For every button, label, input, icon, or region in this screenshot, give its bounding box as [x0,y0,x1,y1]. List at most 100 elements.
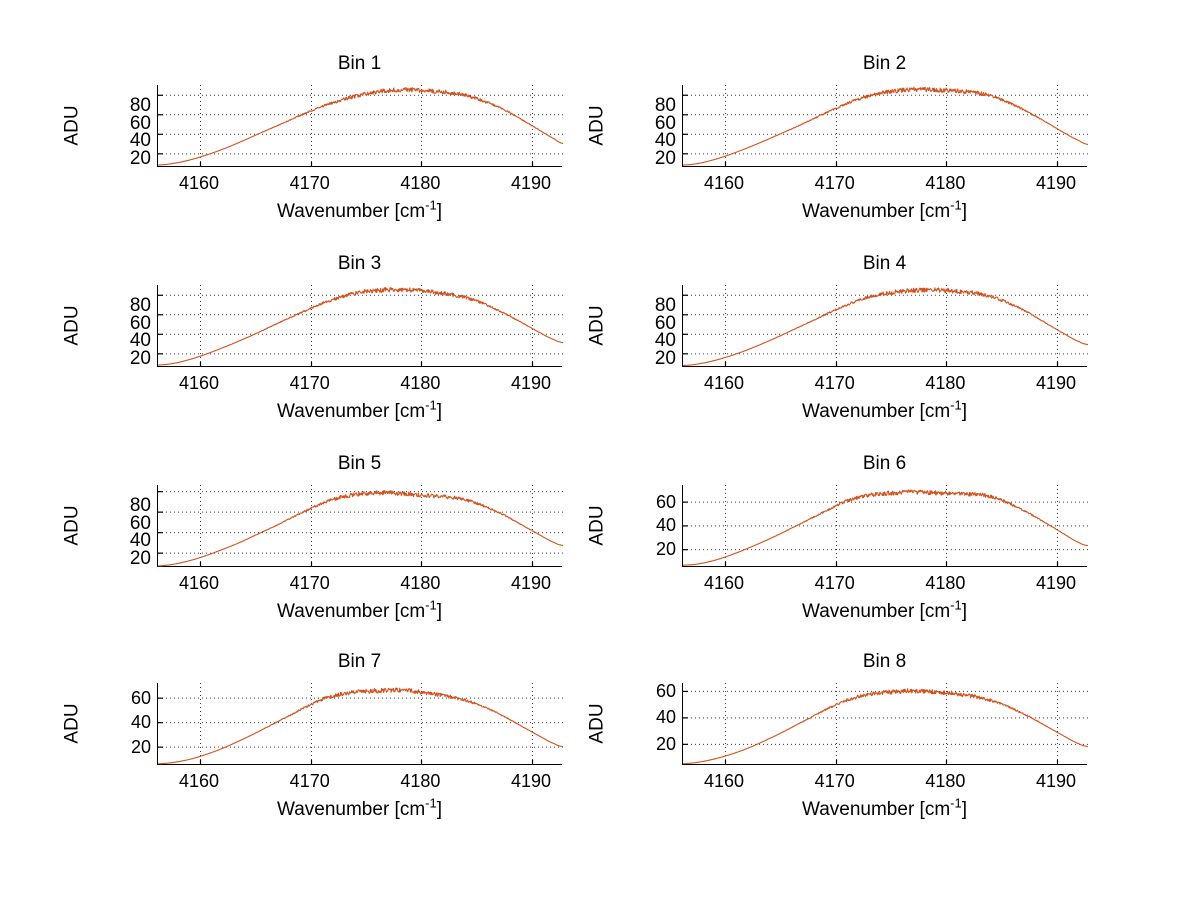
y-tick-label: 60 [129,112,151,134]
plot-svg [683,85,1088,167]
plot-svg [683,285,1088,367]
spectrum-line [683,688,1088,765]
plot-area [157,683,563,765]
plot-area [157,285,563,367]
plot-area [157,485,563,567]
x-tick-label: 4190 [1035,173,1077,193]
y-tick-label: 60 [654,112,676,134]
panel-title: Bin 8 [862,651,907,672]
y-tick-label: 60 [130,687,151,708]
x-tick-label: 4170 [814,173,855,193]
x-axis-label-exponent: -1 [950,597,962,613]
horizontal-gridlines [683,94,1088,155]
horizontal-gridlines [683,294,1088,355]
y-axis-label: ADU [61,703,83,744]
x-tick-label: 4180 [400,573,441,593]
plot-area [682,85,1088,167]
x-axis-label: Wavenumber [cm-1] [682,597,1087,623]
subplot-panel: Bin 6 ADU 20 40 60 4160 4170 4180 4190 Wavenumber… [562,453,1127,655]
vertical-gridlines [724,285,1059,367]
y-axis-label: ADU [586,305,608,346]
y-tick-label: 60 [654,312,676,334]
y-tick-labels: 20 40 60 80 [630,85,676,169]
spectrum-line [158,687,563,765]
subplot-panel: Bin 2 ADU 20 40 60 80 4160 4170 4180 4190 Wavenumb… [562,53,1127,255]
y-tick-label: 20 [654,148,676,169]
subplot-panel: Bin 7 ADU 20 40 60 4160 4170 4180 4190 Wavenumber… [37,651,602,853]
x-tick-label: 4170 [289,771,330,791]
y-tick-label: 60 [129,312,151,334]
y-tick-label: 20 [655,539,676,560]
spectrum-line [158,490,563,567]
x-axis-label: Wavenumber [cm-1] [157,197,562,223]
x-axis-label-bracket: ] [436,201,442,222]
y-tick-label: 40 [129,130,151,152]
plot-svg [158,85,563,167]
vertical-gridlines [724,485,1059,567]
x-axis-label: Wavenumber [cm-1] [157,597,562,623]
x-tick-label: 4180 [925,373,966,393]
horizontal-gridlines [158,94,563,155]
y-tick-label: 80 [129,95,151,117]
horizontal-gridlines [158,491,563,554]
x-axis-label-bracket: ] [436,799,442,820]
x-axis-label-bracket: ] [961,201,967,222]
y-tick-label: 40 [130,712,151,733]
x-tick-label: 4160 [704,173,745,193]
y-tick-label: 40 [654,130,676,152]
y-axis-label: ADU [586,703,608,744]
subplot-panel: Bin 3 ADU 20 40 60 80 4160 4170 4180 4190 Wavenumb… [37,253,602,455]
plot-svg [683,683,1088,765]
y-tick-label: 40 [129,530,151,552]
x-axis-label-exponent: -1 [425,197,437,213]
x-axis-label-text: Wavenumber [cm [801,201,951,222]
subplot-panel: Bin 5 ADU 20 40 60 80 4160 4170 4180 4190 Wavenumb… [37,453,602,655]
x-tick-label: 4180 [925,173,966,193]
spectrum-line [683,86,1088,166]
panel-title: Bin 6 [862,453,907,474]
vertical-gridlines [199,683,534,765]
y-tick-labels: 20 40 60 80 [105,285,151,369]
y-tick-label: 20 [129,348,151,369]
x-axis-label: Wavenumber [cm-1] [682,797,1087,821]
x-axis-label: Wavenumber [cm-1] [682,399,1087,423]
x-tick-label: 4170 [289,173,330,193]
y-tick-label: 60 [655,680,676,701]
x-tick-label: 4190 [1035,771,1077,791]
y-tick-label: 80 [129,295,151,317]
x-axis-label-text: Wavenumber [cm [801,799,951,820]
y-tick-label: 20 [654,348,676,369]
x-axis-label: Wavenumber [cm-1] [682,199,1087,223]
horizontal-gridlines [158,294,563,355]
y-tick-label: 40 [655,707,676,728]
x-axis-label-exponent: -1 [425,397,437,413]
x-tick-label: 4190 [510,771,552,791]
subplot-panel: Bin 8 ADU 20 40 60 4160 4170 4180 4190 Wavenumber… [562,651,1127,853]
y-tick-label: 20 [129,148,151,169]
spectrum-line [683,489,1088,566]
y-axis-label: ADU [61,505,83,546]
y-tick-label: 20 [129,548,151,569]
subplot-panel: Bin 4 ADU 20 40 60 80 4160 4170 4180 4190 Wavenumb… [562,253,1127,455]
spectrum-line [158,87,563,166]
x-tick-label: 4170 [289,573,330,593]
x-tick-label: 4160 [179,173,220,193]
horizontal-gridlines [683,690,1088,745]
vertical-gridlines [724,85,1059,167]
y-tick-labels: 20 40 60 [630,485,676,567]
x-tick-label: 4190 [510,573,552,593]
y-axis-label: ADU [61,105,83,146]
y-tick-labels: 20 40 60 80 [105,85,151,169]
y-tick-label: 80 [129,495,151,517]
y-tick-label: 20 [655,733,676,754]
y-axis-label: ADU [586,105,608,146]
x-tick-label: 4190 [1035,573,1077,593]
x-tick-label: 4190 [1035,373,1077,393]
y-tick-label: 40 [655,515,676,536]
x-axis-label-exponent: -1 [425,597,437,613]
x-tick-label: 4160 [179,771,220,791]
x-axis-label-text: Wavenumber [cm [276,201,426,222]
y-tick-labels: 20 40 60 [105,683,151,765]
y-axis-label: ADU [61,305,83,346]
x-axis-label-text: Wavenumber [cm [801,401,951,422]
